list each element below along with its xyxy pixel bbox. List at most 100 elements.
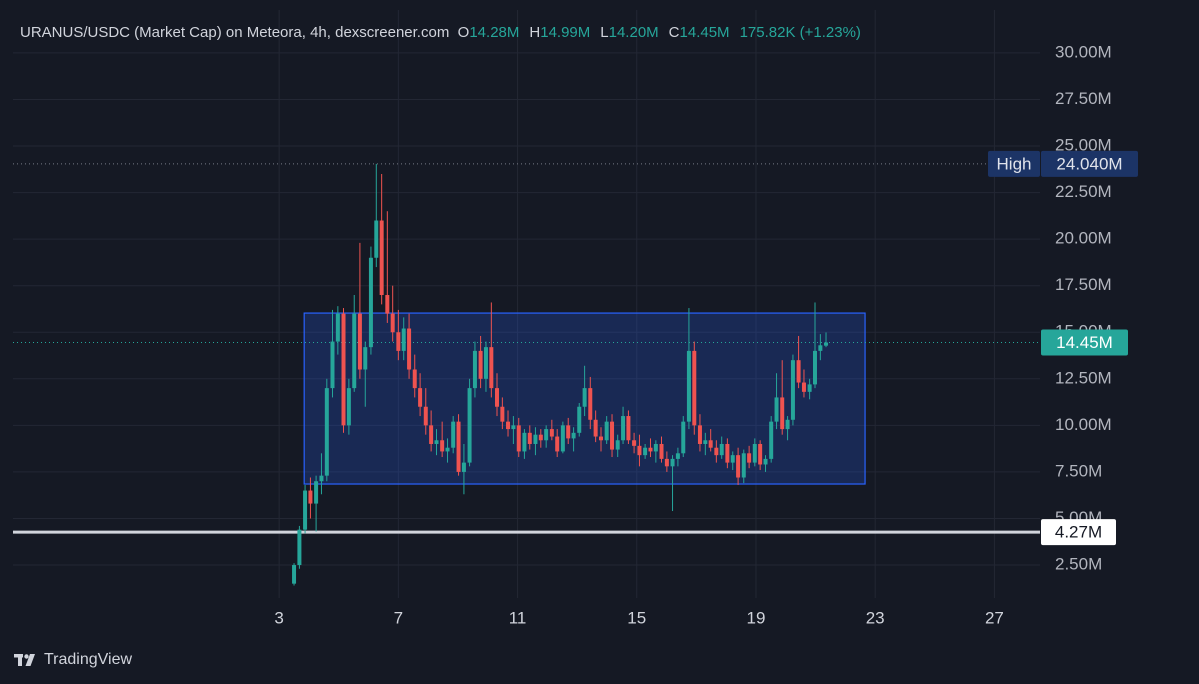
candle-body — [692, 350, 697, 426]
candle-body — [571, 432, 576, 439]
brand-logo — [14, 654, 35, 666]
x-tick-label: 27 — [985, 608, 1004, 627]
last-price-label: 14.45M — [1056, 333, 1113, 352]
candle-body — [637, 445, 642, 456]
brand[interactable]: TradingView — [14, 651, 132, 669]
candle-body — [319, 475, 324, 482]
candle-body — [522, 432, 527, 452]
high-label-box — [1041, 150, 1138, 177]
candle-body — [472, 350, 477, 389]
candle-body — [632, 440, 637, 446]
candle-body — [769, 421, 774, 459]
y-tick-label: 10.00M — [1055, 415, 1112, 434]
candle-body — [456, 421, 461, 472]
candle-body — [736, 455, 741, 478]
candle-body — [368, 257, 373, 348]
candle-body — [730, 455, 735, 463]
level-label-box — [1041, 519, 1116, 546]
candle-body — [670, 458, 675, 467]
candle-body — [643, 447, 648, 456]
legend-key: O — [457, 24, 470, 41]
candle-body — [516, 425, 521, 452]
candle-body — [478, 350, 483, 379]
y-tick-label: 12.50M — [1055, 368, 1112, 387]
candle-body — [747, 453, 752, 463]
candle-body — [341, 313, 346, 426]
y-tick-label: 22.50M — [1055, 182, 1112, 201]
candle-body — [758, 443, 763, 465]
candle-body — [330, 341, 335, 389]
candle-body — [763, 458, 768, 465]
candle-body — [790, 360, 795, 420]
legend-value: 14.45M — [679, 24, 730, 41]
candle-body — [648, 447, 653, 452]
candle-body — [703, 440, 708, 444]
legend-key: L — [600, 24, 609, 41]
candle-body — [352, 313, 357, 389]
candle-body — [708, 440, 713, 448]
legend-key: C — [668, 24, 680, 41]
candle-body — [714, 447, 719, 456]
legend-value: 14.99M — [540, 24, 591, 41]
y-tick-label: 17.50M — [1055, 275, 1112, 294]
candle-body — [401, 328, 406, 351]
y-tick-label: 2.50M — [1055, 555, 1102, 574]
x-tick-label: 3 — [274, 608, 283, 627]
legend: URANUS/USDC (Market Cap) on Meteora, 4h,… — [20, 24, 871, 41]
candle-body — [752, 443, 757, 463]
high-name: High — [997, 154, 1032, 173]
candle-body — [385, 295, 390, 314]
x-tick-label: 7 — [394, 608, 403, 627]
x-tick-label: 19 — [747, 608, 766, 627]
level-label: 4.27M — [1055, 523, 1102, 542]
chart-title: URANUS/USDC (Market Cap) on Meteora, 4h,… — [20, 24, 450, 41]
candle-body — [445, 447, 450, 452]
y-tick-label: 27.50M — [1055, 89, 1112, 108]
candle-body — [675, 453, 680, 459]
candle-body — [626, 416, 631, 441]
candle-body — [725, 443, 730, 463]
candle-body — [418, 388, 423, 407]
candle-body — [555, 436, 560, 452]
candle-body — [506, 421, 511, 430]
candle-body — [812, 350, 817, 385]
candle-body — [588, 388, 593, 420]
candle-body — [621, 416, 626, 441]
brand-name: TradingView — [44, 651, 133, 668]
candle-body — [593, 419, 598, 437]
high-name-box — [988, 150, 1040, 177]
candle-body — [363, 347, 368, 370]
candle-body — [292, 565, 297, 584]
candle-body — [818, 345, 823, 351]
candle-body — [681, 421, 686, 454]
candle-body — [533, 434, 538, 444]
candle-body — [440, 440, 445, 452]
candle-body — [314, 481, 319, 504]
candle-body — [412, 369, 417, 389]
candle-body — [500, 406, 505, 422]
candle-body — [544, 429, 549, 441]
legend-value: 14.28M — [469, 24, 520, 41]
candle-body — [582, 388, 587, 407]
candle-body — [396, 332, 401, 351]
candle-body — [599, 436, 604, 441]
candle-body — [538, 434, 543, 441]
candle-body — [796, 360, 801, 383]
candle-body — [807, 384, 812, 392]
candle-body — [511, 425, 516, 430]
last-price-label-box — [1041, 329, 1128, 356]
candle-body — [785, 419, 790, 430]
candle-body — [801, 382, 806, 392]
x-tick-label: 23 — [866, 608, 885, 627]
candle-body — [434, 440, 439, 444]
y-tick-label: 7.50M — [1055, 461, 1102, 480]
candle-body — [824, 342, 829, 346]
candle-body — [610, 421, 615, 450]
x-tick-label: 15 — [627, 608, 646, 627]
candle-body — [659, 443, 664, 459]
candle-body — [483, 347, 488, 379]
candle-body — [577, 406, 582, 433]
legend-key: H — [529, 24, 541, 41]
candle-body — [719, 443, 724, 456]
